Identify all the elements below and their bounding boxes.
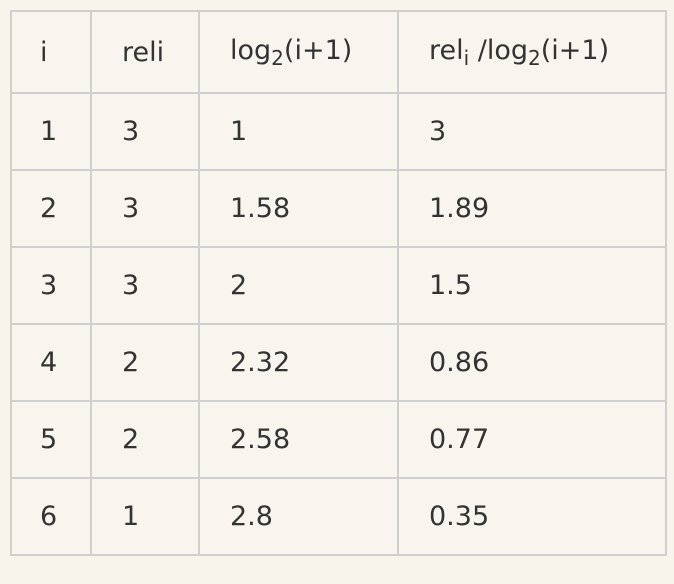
header-cell: reli [90, 10, 200, 94]
table-cell: 2.32 [198, 323, 399, 402]
header-text: i [40, 36, 48, 68]
table-cell: 5 [10, 400, 92, 479]
table-cell: 2 [90, 400, 200, 479]
subscript: 2 [528, 45, 541, 70]
table-cell: 2 [198, 246, 399, 325]
table-cell: 0.77 [397, 400, 667, 479]
table-cell: 0.86 [397, 323, 667, 402]
table-cell: 6 [10, 477, 92, 556]
table-cell: 3 [397, 92, 667, 171]
subscript: 2 [271, 45, 284, 70]
table-row: 4 2 2.32 0.86 [10, 323, 667, 402]
header-text: rel [429, 34, 464, 66]
header-row: i reli log2(i+1) reli /log2(i+1) [10, 10, 667, 94]
table-cell: 1 [10, 92, 92, 171]
table-cell: 0.35 [397, 477, 667, 556]
header-text: (i+1) [283, 34, 353, 66]
table-row: 3 3 2 1.5 [10, 246, 667, 325]
header-text: reli [122, 36, 165, 68]
table-cell: 1 [90, 477, 200, 556]
data-table: i reli log2(i+1) reli /log2(i+1) 1 3 1 3 2 3 1.58… [10, 10, 667, 556]
table-cell: 2.58 [198, 400, 399, 479]
table-cell: 4 [10, 323, 92, 402]
table-row: 6 1 2.8 0.35 [10, 477, 667, 556]
table-row: 2 3 1.58 1.89 [10, 169, 667, 248]
table-cell: 3 [90, 92, 200, 171]
table-cell: 1 [198, 92, 399, 171]
table-cell: 3 [90, 246, 200, 325]
header-text: (i+1) [540, 34, 610, 66]
header-cell: reli /log2(i+1) [397, 10, 667, 94]
table-cell: 2 [90, 323, 200, 402]
header-text: log [230, 34, 272, 66]
table-body: 1 3 1 3 2 3 1.58 1.89 3 3 2 1.5 4 2 2.32 0.86 5 2 2.58 0.77… [10, 92, 667, 556]
table-cell: 3 [10, 246, 92, 325]
header-text: /log [469, 34, 529, 66]
header-cell: i [10, 10, 92, 94]
table-cell: 1.89 [397, 169, 667, 248]
table-cell: 2 [10, 169, 92, 248]
table-cell: 3 [90, 169, 200, 248]
table-row: 5 2 2.58 0.77 [10, 400, 667, 479]
table-cell: 1.58 [198, 169, 399, 248]
table-cell: 2.8 [198, 477, 399, 556]
table-wrap: i reli log2(i+1) reli /log2(i+1) 1 3 1 3 2 3 1.58… [10, 10, 667, 556]
header-cell: log2(i+1) [198, 10, 399, 94]
table-cell: 1.5 [397, 246, 667, 325]
subscript: i [463, 45, 470, 70]
